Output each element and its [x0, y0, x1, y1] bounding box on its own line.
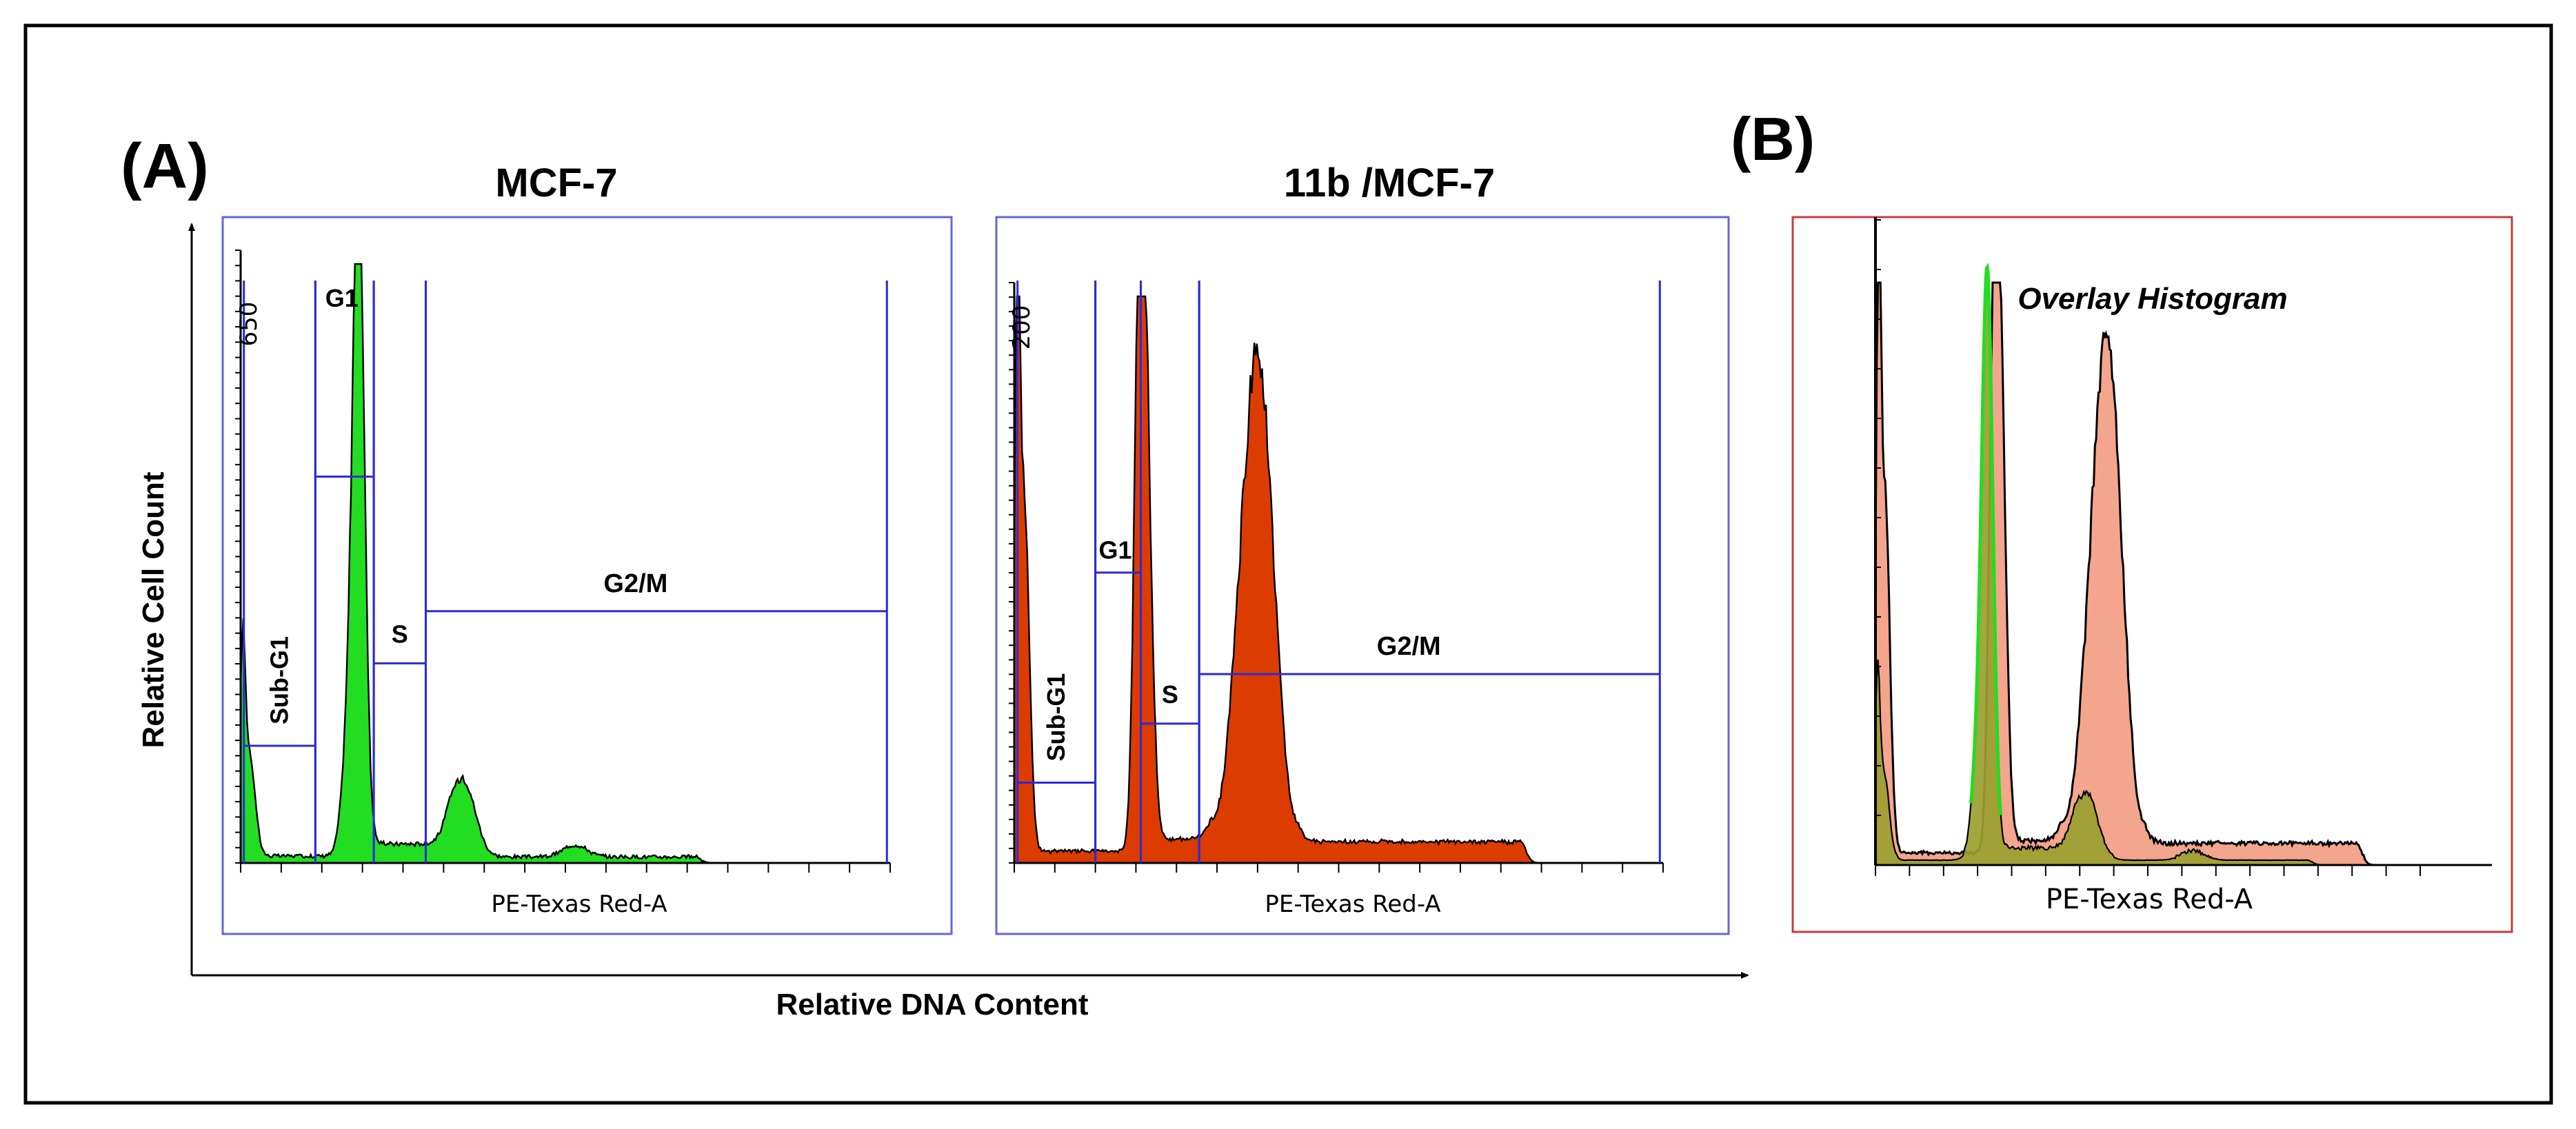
gate-label: G1	[1099, 536, 1132, 564]
gate-g2-m: G2/M	[1198, 281, 1661, 863]
overlay-series-control-area	[1875, 283, 2492, 865]
mcf7-title: MCF-7	[495, 161, 617, 205]
panel-a-label: (A)	[121, 131, 209, 201]
gate-label: Sub-G1	[265, 636, 294, 724]
mcf7-11b-trace	[1013, 295, 1663, 864]
mcf7-11b-area	[1014, 296, 1663, 863]
gate-g2-m: G2/M	[424, 281, 888, 863]
gate-sub-g1: Sub-G1	[243, 281, 316, 863]
gate-label: G1	[325, 284, 359, 312]
mcf7-ytick-label: 650	[235, 302, 263, 347]
mcf7-histogram: Sub-G1 G1 S G2/M	[235, 250, 891, 873]
mcf7-trace	[239, 263, 890, 864]
mcf7-11b-plot-box	[995, 216, 1730, 935]
mcf7-11b-xaxis-label: PE-Texas Red-A	[1265, 891, 1440, 918]
overlay-plot-box	[1791, 216, 2513, 933]
mcf7-plot-box	[221, 216, 953, 935]
gate-label: S	[392, 620, 408, 648]
overlay-xaxis-label: PE-Texas Red-A	[2046, 884, 2253, 915]
overlay-control-peak-edge	[1969, 263, 2002, 815]
overlay-series-control-trace	[1875, 280, 2492, 866]
mcf7-area	[241, 264, 890, 863]
figure-frame	[23, 23, 2553, 1105]
gate-label: S	[1162, 680, 1178, 709]
gate-label: G2/M	[603, 569, 667, 598]
mcf7-11b-histogram: Sub-G1 G1 S G2/M	[1009, 281, 1664, 873]
panel-b-label: (B)	[1731, 105, 1815, 173]
overlay-histogram	[1875, 263, 2492, 866]
overlay-series-treated-trace	[1875, 281, 2492, 866]
overlay-title: Overlay Histogram	[2017, 282, 2287, 316]
mcf7-xaxis-label: PE-Texas Red-A	[491, 891, 667, 918]
gate-s: S	[372, 281, 427, 863]
x-axis-title: Relative DNA Content	[776, 988, 1088, 1021]
gate-label: Sub-G1	[1042, 673, 1070, 762]
y-axis-title: Relative Cell Count	[137, 471, 170, 748]
gate-label: G2/M	[1377, 632, 1441, 661]
mcf7-11b-ytick-label: 200	[1008, 305, 1036, 350]
mcf7-11b-title: 11b /MCF-7	[1284, 161, 1495, 205]
overlay-series-treated-area	[1875, 283, 2492, 865]
